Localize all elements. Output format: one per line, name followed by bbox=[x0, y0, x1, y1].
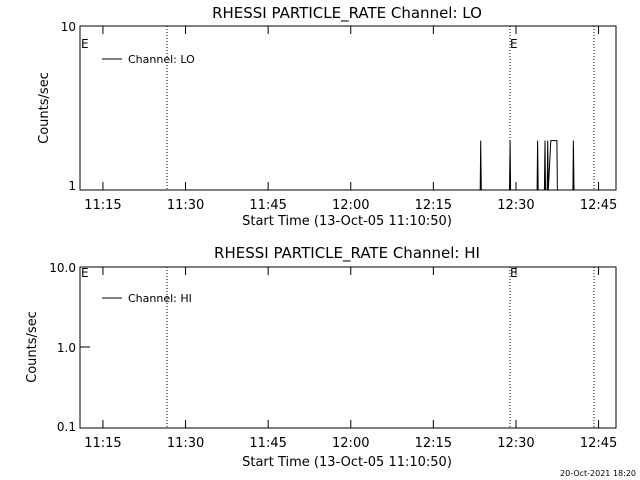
panel-hi: RHESSI PARTICLE_RATE Channel: HI 10.0 1.… bbox=[25, 244, 617, 470]
xtick-label: 12:15 bbox=[415, 436, 452, 451]
marker-e-label-lo-1: E bbox=[81, 37, 89, 51]
marker-e-label-hi-2: E bbox=[510, 266, 518, 280]
marker-e-label-lo-2: E bbox=[510, 37, 518, 51]
legend-label-hi: Channel: HI bbox=[128, 292, 192, 305]
ylabel-hi: Counts/sec bbox=[25, 311, 40, 383]
xtick-label: 12:30 bbox=[497, 436, 534, 451]
xtick-label: 12:30 bbox=[497, 198, 534, 213]
xtick-label: 12:00 bbox=[332, 198, 369, 213]
xtick-label: 11:15 bbox=[84, 198, 121, 213]
xtick-label: 11:30 bbox=[167, 436, 204, 451]
series-line-lo bbox=[479, 140, 575, 191]
ytick-label-hi-1: 1.0 bbox=[57, 341, 76, 355]
xtick-label: 11:15 bbox=[84, 436, 121, 451]
xtick-label: 12:45 bbox=[580, 436, 617, 451]
xlabel-hi: Start Time (13-Oct-05 11:10:50) bbox=[242, 455, 452, 470]
xtick-label: 12:00 bbox=[332, 436, 369, 451]
xtick-label: 11:45 bbox=[249, 436, 286, 451]
xtick-label: 11:45 bbox=[249, 198, 286, 213]
marker-e-label-hi-1: E bbox=[81, 266, 89, 280]
ytick-label-hi-0.1: 0.1 bbox=[57, 420, 76, 434]
xtick-label: 12:15 bbox=[415, 198, 452, 213]
xtick-label: 11:30 bbox=[167, 198, 204, 213]
x-axis-ticks-hi: 11:15 11:30 11:45 12:00 12:15 12:30 12:45 bbox=[84, 267, 617, 451]
legend-label-lo: Channel: LO bbox=[128, 53, 195, 66]
panel-lo: RHESSI PARTICLE_RATE Channel: LO 10 1 Co… bbox=[37, 4, 617, 229]
ytick-label-lo-1: 1 bbox=[68, 179, 76, 193]
ytick-label-hi-10: 10.0 bbox=[49, 261, 76, 275]
xlabel-lo: Start Time (13-Oct-05 11:10:50) bbox=[242, 214, 452, 229]
chart-title-lo: RHESSI PARTICLE_RATE Channel: LO bbox=[212, 4, 482, 23]
footer-timestamp: 20-Oct-2021 18:20 bbox=[560, 469, 636, 478]
ytick-label-lo-10: 10 bbox=[61, 20, 76, 34]
xtick-label: 12:45 bbox=[580, 198, 617, 213]
plot-frame-lo bbox=[79, 25, 617, 191]
ylabel-lo: Counts/sec bbox=[37, 72, 52, 144]
chart-title-hi: RHESSI PARTICLE_RATE Channel: HI bbox=[214, 244, 480, 263]
x-axis-ticks-lo: 11:15 11:30 11:45 12:00 12:15 12:30 12:45 bbox=[84, 26, 617, 213]
